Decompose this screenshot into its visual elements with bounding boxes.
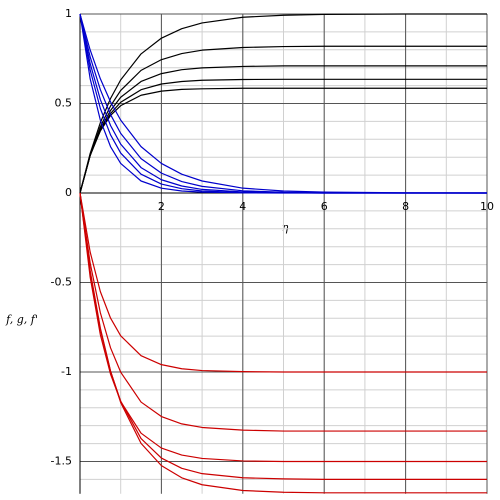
y-tick-label: 1 xyxy=(65,7,72,20)
y-tick-label: -1.5 xyxy=(51,454,72,467)
x-axis-label: η xyxy=(282,221,289,234)
x-tick-label: 8 xyxy=(402,200,409,213)
x-tick-label: 6 xyxy=(321,200,328,213)
series-line xyxy=(79,87,487,194)
series-line xyxy=(79,13,487,194)
series-line xyxy=(79,13,487,194)
x-tick-label: 10 xyxy=(480,200,494,213)
y-tick-label: -1 xyxy=(61,365,72,378)
series-line xyxy=(79,192,487,432)
series-line xyxy=(79,192,487,463)
y-tick-label: -0.5 xyxy=(51,275,72,288)
grid xyxy=(79,13,488,494)
series-line xyxy=(79,192,487,373)
y-tick-label: 0.5 xyxy=(55,96,73,109)
y-axis-label: f, g, f' xyxy=(5,313,38,326)
series-line xyxy=(79,192,487,494)
y-tick-label: 0 xyxy=(65,186,72,199)
x-tick-label: 4 xyxy=(239,200,246,213)
series-line xyxy=(79,13,488,194)
x-tick-label: 2 xyxy=(158,200,165,213)
